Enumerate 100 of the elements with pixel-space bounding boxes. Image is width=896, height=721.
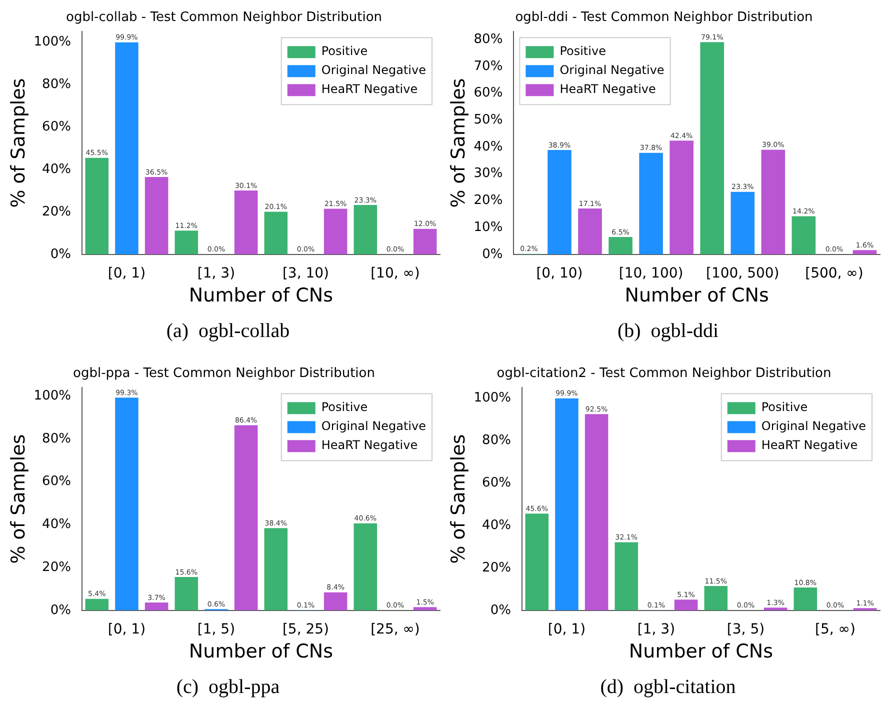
y-tick-label: 60% — [474, 86, 503, 101]
x-tick-label: [5, 25) — [282, 621, 330, 638]
x-axis-title: Number of CNs — [624, 284, 769, 307]
y-tick-label: 100% — [34, 388, 71, 404]
x-tick-label: [0, 1) — [548, 621, 586, 638]
bar — [639, 152, 663, 254]
bar — [324, 592, 348, 610]
legend-label: HeaRT Negative — [560, 82, 656, 96]
y-tick-label: 40% — [474, 139, 503, 154]
chart-title: ogbl-collab - Test Common Neighbor Distribution — [66, 10, 382, 26]
bar — [234, 190, 258, 254]
bar — [852, 250, 877, 254]
y-tick-label: 60% — [42, 119, 71, 134]
x-tick-label: [1, 3) — [637, 621, 676, 638]
bar — [174, 230, 198, 254]
chart-title: ogbl-citation2 - Test Common Neighbor Distribution — [496, 366, 832, 382]
x-tick-label: [1, 3) — [197, 265, 236, 282]
bar — [354, 523, 378, 610]
bar — [115, 42, 138, 254]
y-tick-label: 40% — [482, 518, 511, 533]
y-tick-label: 50% — [474, 112, 503, 128]
bar — [674, 600, 698, 610]
text: (a) ogbl-collab — [166, 320, 290, 343]
bar — [354, 204, 378, 254]
y-tick-label: 0% — [490, 602, 511, 618]
bar — [174, 576, 198, 610]
bar — [608, 236, 632, 254]
y-tick-label: 20% — [474, 193, 503, 208]
bar — [548, 150, 572, 254]
bar — [413, 607, 437, 610]
text: (c) ogbl-ppa — [176, 676, 280, 699]
x-tick-label: [0, 10) — [536, 265, 583, 282]
bar — [324, 208, 348, 254]
y-tick-label: 20% — [482, 560, 511, 576]
legend-label: Original Negative — [761, 419, 866, 434]
text: (b) ogbl-ddi — [617, 320, 719, 343]
bar — [85, 598, 109, 610]
y-tick-label: 20% — [42, 560, 71, 575]
bar — [761, 150, 786, 254]
legend-label: HeaRT Negative — [321, 82, 418, 96]
bar — [234, 425, 258, 610]
bar — [792, 216, 816, 254]
bar — [704, 586, 728, 610]
x-axis-title: Number of CNs — [628, 640, 774, 663]
y-tick-label: 60% — [482, 475, 511, 490]
y-axis-title: % of Samples — [7, 434, 30, 564]
x-tick-label: [100, 500) — [706, 265, 780, 282]
y-tick-label: 80% — [482, 433, 511, 448]
x-tick-label: [25, ∞) — [370, 621, 420, 638]
y-tick-label: 100% — [474, 390, 511, 406]
x-tick-label: [5, ∞) — [815, 621, 856, 638]
x-tick-label: [0, 1) — [108, 621, 146, 638]
bar — [264, 528, 288, 610]
bar — [144, 176, 168, 254]
y-tick-label: 80% — [42, 77, 71, 92]
y-tick-label: 0% — [50, 602, 71, 618]
y-tick-label: 80% — [42, 431, 71, 446]
x-tick-label: [1, 5) — [197, 621, 236, 638]
bar — [578, 208, 602, 254]
y-tick-label: 0% — [50, 246, 71, 262]
x-axis-title: Number of CNs — [188, 640, 334, 663]
y-axis-title: % of Samples — [447, 78, 470, 208]
x-axis-title: Number of CNs — [188, 284, 334, 307]
bar — [670, 140, 694, 254]
bar — [144, 602, 168, 610]
bar — [794, 587, 818, 610]
bar — [115, 398, 138, 610]
bar — [700, 42, 724, 254]
legend-label: HeaRT Negative — [761, 438, 858, 452]
legend-label: Positive — [321, 44, 368, 58]
bar — [413, 228, 437, 254]
x-tick-label: [3, 5) — [726, 621, 765, 638]
legend-label: Positive — [560, 44, 606, 58]
x-tick-label: [3, 10) — [282, 265, 330, 282]
y-axis-title: % of Samples — [447, 434, 470, 564]
bar — [614, 542, 638, 610]
x-tick-label: [0, 1) — [108, 265, 146, 282]
y-tick-label: 10% — [474, 220, 503, 235]
y-tick-label: 0% — [482, 246, 503, 262]
chart-title: ogbl-ddi - Test Common Neighbor Distribution — [515, 10, 813, 26]
chart-title: ogbl-ppa - Test Common Neighbor Distribution — [73, 366, 375, 382]
y-axis-title: % of Samples — [7, 78, 30, 208]
x-tick-label: [10, 100) — [618, 265, 684, 282]
legend-label: Positive — [761, 400, 808, 414]
text: (d) ogbl-citation — [600, 676, 736, 699]
legend-label: Original Negative — [321, 63, 426, 78]
y-tick-label: 30% — [474, 166, 503, 182]
legend-label: Original Negative — [321, 419, 426, 434]
y-tick-label: 60% — [42, 474, 71, 490]
x-tick-label: [500, ∞) — [805, 265, 864, 282]
bar — [555, 398, 578, 610]
y-tick-label: 80% — [474, 32, 503, 48]
legend-label: Original Negative — [560, 63, 664, 78]
y-tick-label: 40% — [42, 517, 71, 532]
legend-label: HeaRT Negative — [321, 438, 418, 452]
bar — [730, 192, 755, 254]
y-tick-label: 100% — [34, 34, 71, 50]
bar — [264, 212, 288, 254]
x-tick-label: [10, ∞) — [370, 265, 420, 282]
bar — [584, 414, 608, 610]
